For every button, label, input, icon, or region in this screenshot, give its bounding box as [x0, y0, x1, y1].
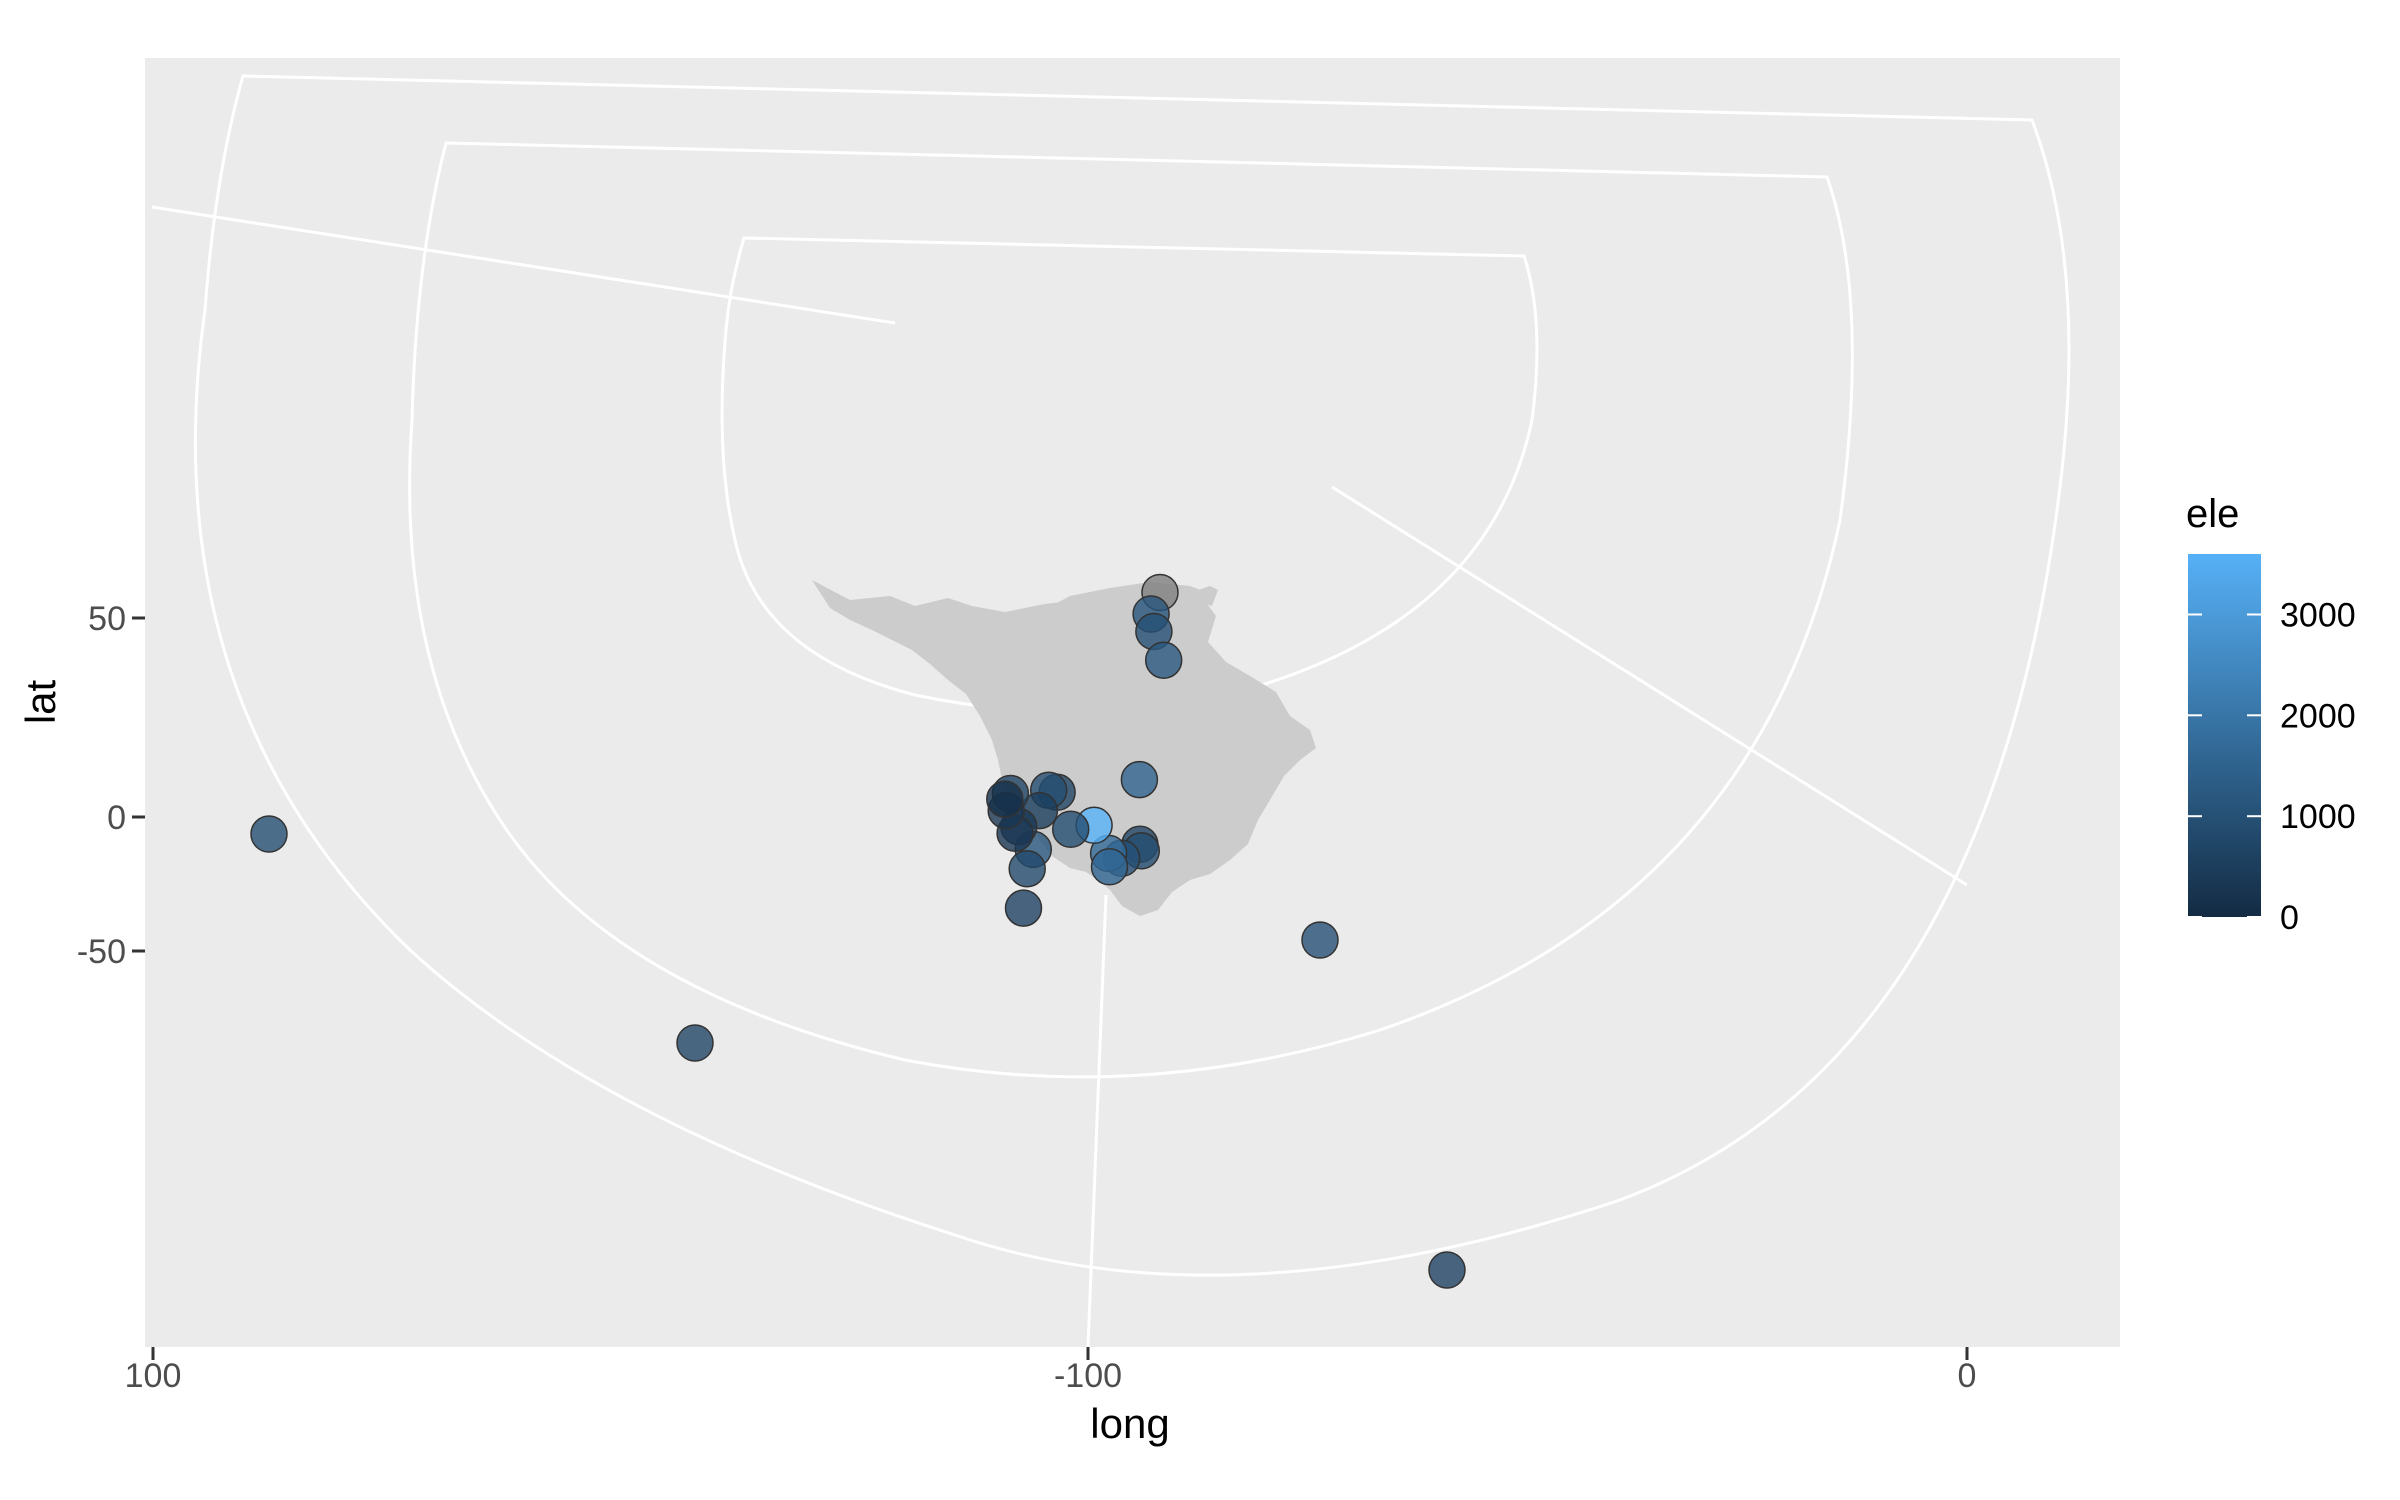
legend-label: 1000	[2280, 798, 2356, 836]
axis-ticks	[132, 616, 1969, 1360]
y-tick-label-0: 0	[107, 799, 126, 837]
gridline-outer-ring	[193, 74, 2071, 1277]
y-tick-label-neg50: -50	[77, 933, 126, 971]
data-point	[1051, 810, 1090, 849]
x-tick-label-100: 100	[125, 1357, 182, 1395]
legend-colorbar	[2188, 554, 2261, 917]
x-tick-label-neg100: -100	[1054, 1357, 1122, 1395]
data-point	[676, 1024, 714, 1062]
data-point	[1120, 760, 1159, 799]
legend-label: 3000	[2280, 597, 2356, 635]
legend-ticks: 3000 2000 1000 0	[2188, 597, 2356, 937]
land-polygon-greenland	[1180, 586, 1218, 606]
gridline-spoke-bottom	[1086, 894, 1108, 1348]
data-point	[1090, 848, 1129, 886]
gridline-spoke-left	[151, 205, 896, 325]
data-point	[1004, 889, 1043, 927]
points-layer	[250, 573, 1466, 1289]
gridline-spoke-right	[1331, 485, 1968, 887]
legend: ele 3000 2000 1000 0	[2186, 492, 2356, 937]
legend-label: 2000	[2280, 697, 2356, 735]
data-point	[986, 780, 1024, 818]
legend-title: ele	[2186, 492, 2239, 536]
y-axis-title: lat	[17, 679, 64, 724]
gridline-middle-ring	[408, 141, 1854, 1079]
legend-label: 0	[2280, 899, 2299, 937]
land-polygon-main	[812, 580, 1316, 916]
x-axis-title: long	[1090, 1400, 1169, 1447]
data-point	[1144, 641, 1183, 679]
y-tick-label-50: 50	[88, 600, 126, 638]
data-point	[250, 815, 288, 853]
x-tick-label-0: 0	[1958, 1357, 1977, 1395]
data-point	[1008, 849, 1046, 888]
data-point	[1428, 1251, 1466, 1289]
data-point	[1301, 921, 1339, 959]
